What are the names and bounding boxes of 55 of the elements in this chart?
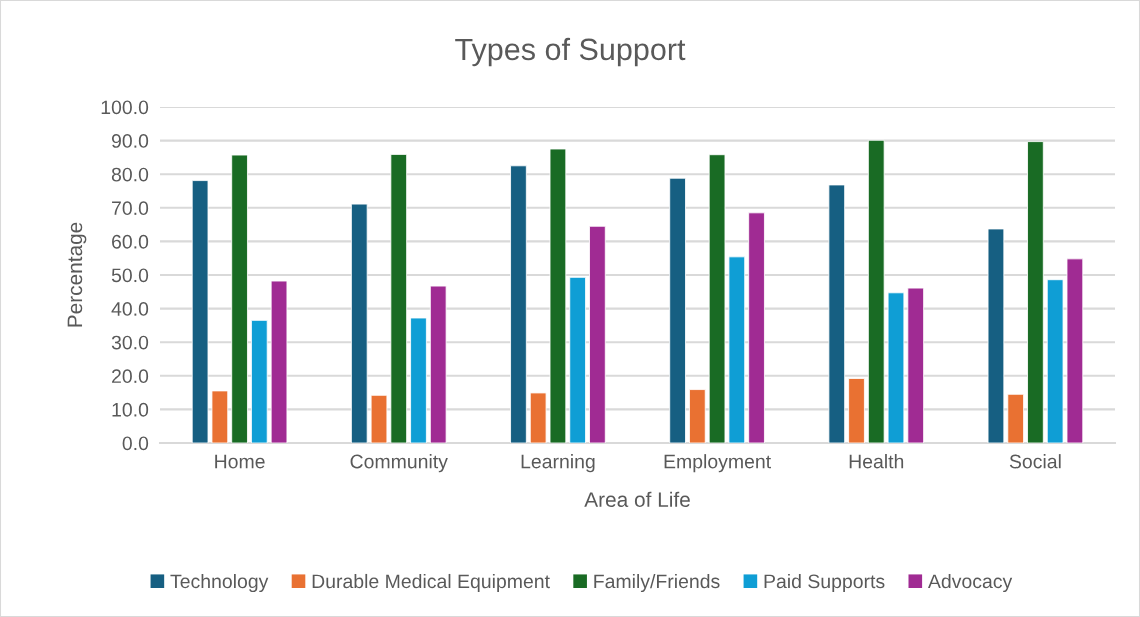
bar (887, 292, 905, 443)
bar (569, 276, 586, 443)
bar (211, 390, 229, 443)
bar (589, 225, 606, 443)
legend-label: Advocacy (927, 573, 1013, 593)
bar (390, 153, 408, 443)
y-tick-label: 70.0 (112, 201, 149, 216)
bar (231, 154, 248, 443)
bar (350, 203, 368, 443)
x-tick-label: Home (215, 454, 265, 469)
bar (828, 184, 846, 443)
x-tick-label: Social (1009, 454, 1061, 469)
x-tick-label: Learning (521, 454, 595, 473)
bar (907, 287, 925, 443)
legend-label: Paid Supports (764, 573, 885, 593)
bar (708, 154, 726, 443)
bar (689, 389, 706, 443)
bar (510, 165, 527, 443)
x-tick-label: Health (849, 454, 904, 469)
y-tick-label: 40.0 (111, 302, 149, 316)
x-tick-label: Employment (664, 454, 771, 473)
bar (848, 378, 865, 443)
bar (370, 394, 388, 443)
bar (529, 392, 547, 443)
bar (251, 319, 268, 443)
legend-label: Durable Medical Equipment (312, 573, 550, 593)
y-tick-label: 80.0 (111, 167, 149, 182)
y-tick-label: 100.0 (101, 100, 149, 115)
y-tick-label: 30.0 (111, 335, 149, 350)
bar (748, 212, 765, 443)
y-tick-label: 20.0 (112, 369, 149, 384)
y-tick-label: 0.0 (122, 436, 149, 451)
bar (728, 256, 746, 443)
bar (429, 285, 447, 443)
y-tick-label: 50.0 (111, 268, 149, 283)
x-axis-title: Area of Life (584, 491, 690, 507)
legend-label: Technology (170, 573, 269, 593)
bar (669, 177, 686, 443)
legend-label: Family/Friends (594, 573, 720, 593)
bar (549, 148, 567, 443)
bar (1027, 141, 1044, 443)
bar (410, 317, 427, 443)
bar (1046, 279, 1064, 443)
y-tick-label: 60.0 (112, 234, 149, 249)
bar (270, 280, 288, 443)
bar (867, 139, 885, 443)
y-tick-label: 90.0 (111, 134, 149, 148)
x-tick-label: Community (350, 454, 448, 473)
bar (191, 180, 209, 443)
y-axis-title: Percentage (67, 222, 87, 327)
y-tick-label: 10.0 (112, 402, 149, 417)
bar (987, 228, 1005, 443)
bar (1007, 393, 1024, 443)
chart-title: Types of Support (455, 37, 686, 67)
bar (1066, 258, 1084, 443)
